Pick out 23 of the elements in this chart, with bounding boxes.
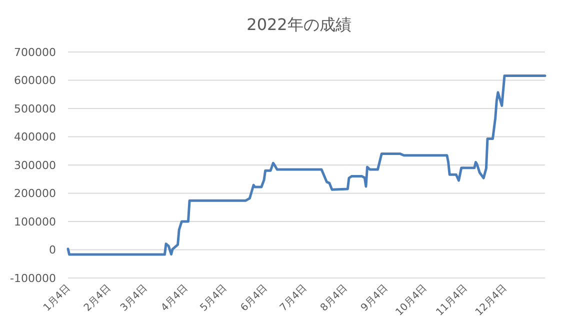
y-tick-label: 700000 (14, 46, 56, 59)
x-tick-label: 3月4日 (118, 282, 150, 314)
x-tick-label: 1月4日 (42, 282, 73, 314)
x-tick-label: 5月4日 (198, 282, 230, 314)
line-series (66, 74, 546, 256)
y-tick-label: 300000 (14, 158, 56, 172)
x-tick-label: 6月4日 (239, 282, 270, 314)
y-tick-label: -100000 (10, 272, 56, 285)
x-tick-label: 11月4日 (434, 282, 470, 318)
x-tick-label: 12月4日 (474, 282, 510, 318)
y-tick-label: 400000 (14, 130, 56, 144)
y-tick-label: 100000 (14, 215, 56, 228)
y-tick-label: 0 (49, 244, 56, 257)
y-tick-label: 200000 (14, 187, 56, 200)
y-tick-label: 600000 (14, 74, 56, 88)
x-tick-label: 9月4日 (359, 282, 390, 314)
x-tick-label: 7月4日 (278, 282, 310, 314)
y-tick-label: 500000 (14, 102, 56, 116)
chart-title: 2022年の成績 (246, 15, 352, 34)
x-tick-label: 8月4日 (318, 282, 350, 314)
x-tick-label: 2月4日 (82, 282, 114, 314)
x-tick-label: 4月4日 (159, 282, 190, 314)
x-tick-label: 10月4日 (394, 282, 430, 318)
